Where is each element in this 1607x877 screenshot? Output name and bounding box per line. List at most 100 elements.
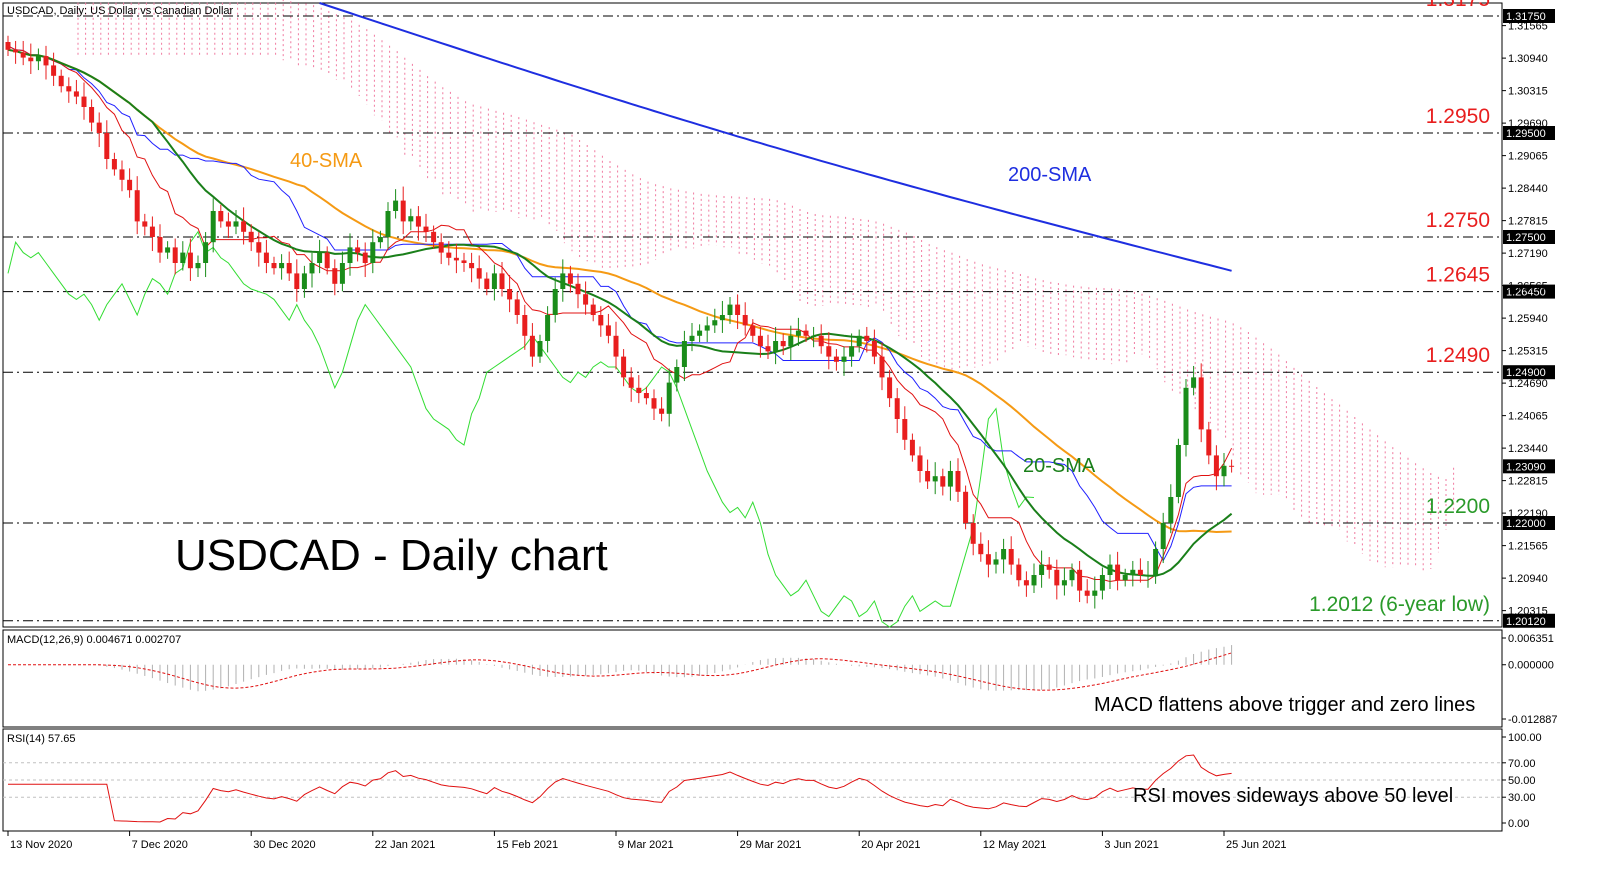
candle-body — [89, 107, 95, 123]
price-tick-label: 1.31565 — [1508, 21, 1548, 33]
candle-body — [1107, 564, 1113, 575]
candle-body — [35, 56, 41, 62]
candle-body — [697, 330, 703, 336]
price-tick-label: 1.21565 — [1508, 541, 1548, 553]
candle-body — [1229, 465, 1235, 467]
candle-body — [370, 242, 376, 263]
candle-body — [773, 341, 779, 352]
rsi-tick-label: 100.00 — [1508, 732, 1542, 744]
candle-body — [947, 471, 953, 487]
candle-body — [856, 335, 862, 347]
candle-body — [871, 341, 877, 357]
candle-body — [134, 190, 140, 222]
candle-body — [666, 382, 672, 414]
candle-body — [757, 335, 763, 347]
candle-body — [225, 221, 231, 227]
candles — [5, 35, 1235, 609]
price-tick-label: 1.25940 — [1508, 313, 1548, 325]
candle-body — [51, 65, 57, 76]
candle-body — [674, 367, 680, 383]
price-tick-label: 1.27190 — [1508, 248, 1548, 260]
candle-body — [157, 237, 163, 253]
candle-body — [385, 211, 391, 237]
candle-body — [742, 315, 748, 326]
candle-body — [567, 273, 573, 284]
x-tick-label: 30 Dec 2020 — [253, 839, 315, 851]
level-price-box-label: 1.22000 — [1506, 518, 1546, 530]
x-tick-label: 25 Jun 2021 — [1226, 839, 1287, 851]
price-tick-label: 1.23440 — [1508, 443, 1548, 455]
x-tick-label: 22 Jan 2021 — [375, 839, 436, 851]
level-label: 1.2750 — [1426, 209, 1490, 232]
level-price-box-label: 1.24900 — [1506, 367, 1546, 379]
price-tick-label: 1.26565 — [1508, 281, 1548, 293]
candle-body — [643, 393, 649, 399]
candle-body — [400, 200, 406, 222]
candle-body — [628, 377, 634, 388]
candle-body — [575, 283, 581, 295]
level-price-box — [1503, 613, 1555, 628]
candle-body — [446, 252, 452, 258]
candle-body — [377, 237, 383, 243]
candle-body — [598, 315, 604, 326]
candle-body — [142, 221, 148, 227]
level-label: 1.2950 — [1426, 105, 1490, 128]
rsi-tick-label: 30.00 — [1508, 792, 1536, 804]
current-price-label: 1.23090 — [1506, 461, 1546, 473]
candle-body — [476, 268, 482, 279]
x-axis: 13 Nov 2020 7 Dec 2020 30 Dec 2020 22 Jan 2… — [7, 831, 1287, 851]
candle-body — [894, 398, 900, 419]
candle-body — [104, 133, 110, 159]
candle-body — [590, 304, 596, 315]
rsi-panel-header: RSI(14) 57.65 — [7, 733, 75, 745]
candle-body — [43, 56, 49, 66]
price-tick-label: 1.28440 — [1508, 183, 1548, 195]
candle-body — [362, 252, 368, 263]
candle-body — [438, 242, 444, 253]
price-tick-label: 1.30940 — [1508, 53, 1548, 65]
sma40-line — [7, 48, 1232, 534]
macd-indicator: 0.006351 0.000000 -0.012887 — [8, 633, 1558, 726]
candle-body — [195, 263, 201, 269]
candle-body — [347, 247, 353, 263]
candle-body — [1099, 575, 1105, 591]
candle-body — [111, 159, 117, 170]
macd-note: MACD flattens above trigger and zero lin… — [1094, 694, 1475, 716]
candle-body — [279, 263, 285, 269]
level-price-box — [1503, 9, 1555, 23]
rsi-tick-label: 50.00 — [1508, 775, 1536, 787]
price-panel-header: USDCAD, Daily: US Dollar vs Canadian Dol… — [7, 5, 234, 17]
candle-body — [978, 543, 984, 555]
candle-body — [522, 315, 528, 336]
candle-body — [1008, 549, 1014, 565]
candle-body — [651, 398, 657, 409]
level-price-box-label: 1.27500 — [1506, 232, 1546, 244]
candle-body — [491, 273, 497, 289]
candle-body — [970, 523, 976, 544]
rsi-indicator: 100.00 70.00 50.00 30.00 0.00 — [3, 732, 1542, 830]
candle-body — [1168, 497, 1174, 523]
candle-body — [1061, 580, 1067, 586]
candle-body — [20, 52, 26, 58]
horizontal-levels: 1.31751.317501.29501.295001.27501.275001… — [3, 0, 1555, 628]
candle-body — [119, 169, 125, 180]
candle-body — [1031, 575, 1037, 586]
sma40-label: 40-SMA — [290, 150, 363, 172]
candle-body — [1145, 575, 1151, 576]
candle-body — [484, 278, 490, 289]
candle-body — [545, 315, 551, 341]
candle-body — [96, 122, 102, 133]
candle-body — [187, 252, 193, 269]
macd-panel — [2, 629, 1503, 728]
level-price-box — [1503, 284, 1555, 299]
candle-body — [1092, 590, 1098, 596]
y-axis: 1.31565 1.30940 1.30315 1.29690 1.29065 1.284… — [1502, 21, 1548, 618]
candle-body — [203, 242, 209, 263]
candle-body — [955, 471, 961, 492]
candle-body — [1221, 465, 1227, 477]
candle-body — [765, 346, 771, 352]
level-price-box-label: 1.20120 — [1506, 616, 1546, 628]
sma20-label: 20-SMA — [1023, 455, 1096, 477]
candle-body — [750, 325, 756, 336]
